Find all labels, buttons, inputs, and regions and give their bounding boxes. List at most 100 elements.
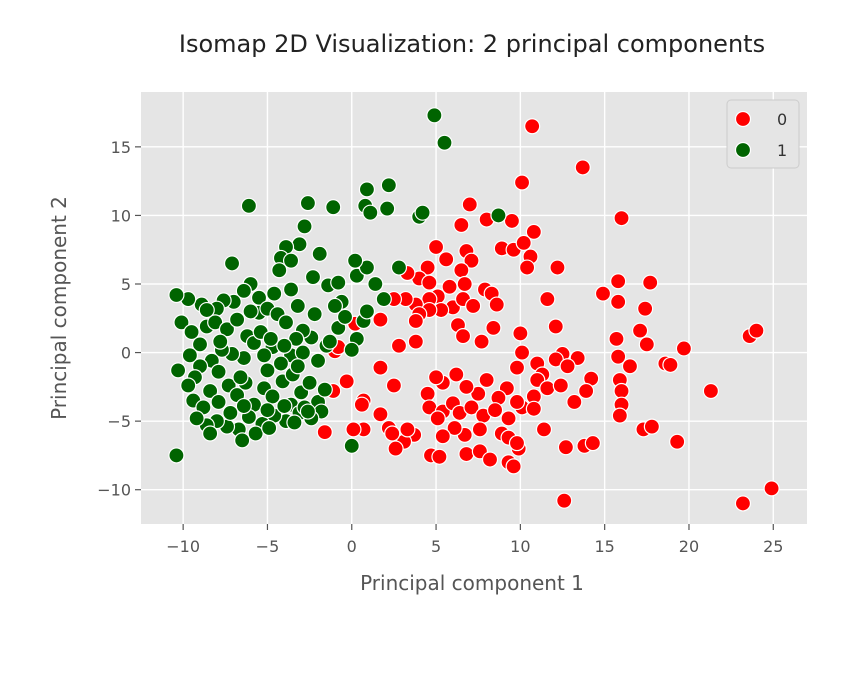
data-point-series-0 [512,325,529,342]
y-tick-label: −10 [97,481,131,500]
data-point-series-0 [461,196,478,213]
data-point-series-1 [301,374,318,391]
x-axis-label: Principal component 1 [360,571,584,595]
data-point-series-0 [419,385,436,402]
data-point-series-1 [343,437,360,454]
data-point-series-0 [431,448,448,465]
data-point-series-1 [343,341,360,358]
data-point-series-1 [299,194,317,212]
data-point-series-0 [478,371,495,389]
x-tick-label: 0 [347,537,357,556]
data-point-series-1 [183,323,200,341]
data-point-series-1 [316,381,333,398]
y-tick-label: 5 [121,275,131,294]
data-point-series-0 [508,434,526,452]
data-point-series-0 [353,396,370,413]
data-point-series-1 [276,337,293,354]
legend-label-0: 0 [777,110,787,129]
data-point-series-1 [490,207,507,224]
data-point-series-0 [594,285,612,302]
data-point-series-1 [277,314,295,331]
data-point-series-0 [559,358,576,375]
x-tick-label: −5 [256,537,280,556]
data-point-series-0 [434,428,451,445]
data-point-series-0 [513,174,531,191]
data-point-series-0 [662,356,679,374]
data-point-series-0 [734,495,752,512]
data-point-series-0 [613,210,630,227]
data-point-series-1 [261,419,278,437]
legend-label-1: 1 [777,141,787,160]
data-point-series-1 [212,333,229,350]
x-tick-label: −10 [166,537,200,556]
data-point-series-0 [463,252,480,269]
data-point-series-1 [169,362,187,379]
data-point-series-0 [763,480,780,497]
data-point-series-0 [429,410,446,427]
data-point-series-0 [338,373,355,390]
data-point-series-1 [259,402,276,419]
data-point-series-0 [463,399,480,416]
data-point-series-0 [407,333,424,350]
data-point-series-1 [271,262,288,279]
data-point-series-1 [362,204,379,221]
data-point-series-0 [500,410,517,427]
data-point-series-1 [247,425,264,442]
data-point-series-1 [229,311,246,328]
data-point-series-1 [173,314,190,331]
data-point-series-0 [372,406,389,423]
data-point-series-0 [481,451,499,468]
x-tick-label: 25 [763,537,783,556]
data-point-series-0 [643,418,660,435]
data-point-series-0 [547,318,564,335]
data-point-series-0 [508,393,526,411]
data-point-series-1 [321,333,338,350]
data-point-series-0 [608,330,625,347]
data-point-series-0 [456,275,473,293]
data-point-series-0 [427,238,445,256]
legend: 01 [726,99,800,169]
data-point-series-1 [223,255,241,272]
data-point-series-0 [453,262,470,279]
data-point-series-1 [235,397,252,415]
data-point-series-1 [330,274,347,291]
data-point-series-1 [210,363,227,380]
data-point-series-1 [198,301,215,319]
data-point-series-0 [642,274,659,291]
data-point-series-1 [375,290,392,308]
data-point-series-0 [458,445,475,463]
data-point-series-0 [748,322,765,339]
data-point-series-0 [549,259,566,276]
data-point-series-1 [304,269,322,286]
data-point-series-0 [446,419,463,437]
data-point-series-0 [407,312,424,330]
data-point-series-0 [372,359,389,376]
data-point-series-1 [306,306,323,323]
data-point-series-0 [387,440,404,457]
data-point-series-1 [259,362,276,379]
data-point-series-0 [525,400,542,417]
data-point-series-1 [282,252,300,269]
data-point-series-0 [488,296,505,313]
data-point-series-0 [508,359,526,376]
data-point-series-0 [519,259,536,276]
data-point-series-1 [380,177,397,194]
x-tick-label: 5 [431,537,441,556]
data-point-series-0 [539,290,556,308]
data-point-series-1 [414,204,431,221]
data-point-series-0 [513,344,531,361]
data-point-series-0 [631,322,649,339]
data-point-series-0 [556,492,573,509]
y-tick-label: 0 [121,344,131,363]
data-point-series-1 [296,218,313,235]
data-point-series-1 [188,410,205,427]
data-point-series-1 [266,285,283,302]
data-point-series-1 [210,393,227,411]
data-point-series-0 [503,212,521,230]
data-point-series-1 [436,134,453,151]
data-point-series-0 [438,251,455,268]
data-point-series-1 [232,369,249,386]
data-point-series-0 [458,378,475,395]
data-point-series-1 [234,432,251,449]
data-point-series-1 [272,355,290,372]
